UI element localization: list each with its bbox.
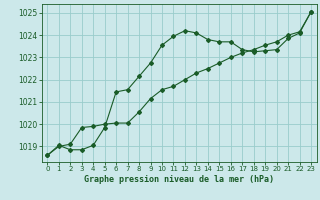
- X-axis label: Graphe pression niveau de la mer (hPa): Graphe pression niveau de la mer (hPa): [84, 175, 274, 184]
